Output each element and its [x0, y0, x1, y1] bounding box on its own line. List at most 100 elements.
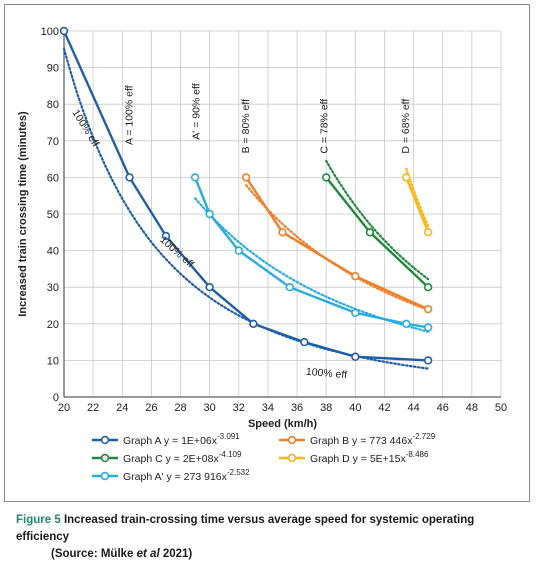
data-point-a: [59, 26, 69, 36]
legend-swatch-marker: [100, 471, 110, 481]
legend-label: Graph B y = 773 446x-2.729: [310, 432, 436, 447]
data-point-a: [300, 337, 309, 347]
figure-number: Figure 5: [16, 514, 61, 526]
y-tick-label: 0: [53, 392, 59, 404]
trend-line-a: [62, 47, 430, 370]
y-axis-label: Increased train crossing time (minutes): [17, 111, 29, 317]
y-tick-label: 90: [47, 63, 59, 75]
legend-equation: y = 773 446x: [352, 435, 413, 447]
x-tick-label: 32: [233, 402, 245, 414]
data-point-a_prime: [205, 209, 214, 219]
annotation-label: 100% eff: [305, 366, 347, 382]
trend-line-d: [405, 167, 430, 227]
data-point-a_prime: [423, 323, 433, 332]
data-point-b: [241, 173, 251, 182]
caption-source: (Source: Mülke et al 2021): [16, 546, 528, 563]
legend-exponent: -8.486: [406, 450, 429, 459]
x-tick-label: 42: [378, 402, 390, 414]
caption-text: Increased train-crossing time versus ave…: [16, 514, 475, 543]
data-point-a: [351, 352, 360, 361]
x-tick-label: 28: [174, 402, 186, 414]
legend-equation: y = 2E+08x: [166, 453, 220, 465]
legend-equation: y = 1E+06x: [164, 435, 218, 447]
legend-swatch-marker: [100, 435, 110, 445]
y-tick-label: 60: [47, 172, 59, 184]
y-tick-label: 40: [47, 246, 59, 258]
x-tick-label: 40: [349, 402, 361, 414]
legend: Graph A y = 1E+06x-3.091 Graph A' y = 273…: [92, 432, 436, 483]
legend-equation: y = 273 916x: [166, 471, 227, 483]
annotation-label: A = 100% eff: [123, 85, 135, 145]
y-tick-label: 80: [47, 99, 59, 111]
legend-label: Graph A y = 1E+06x-3.091: [123, 432, 240, 447]
data-point-a: [423, 356, 433, 365]
x-tick-label: 22: [87, 402, 99, 414]
legend-exponent: -4.109: [219, 450, 242, 459]
trend-line-b: [245, 184, 430, 311]
source-etal: et al: [136, 548, 160, 560]
legend-series-name: Graph B: [310, 435, 349, 447]
annotations: 100% eff A = 100% eff 100% eff 100% eff A' =…: [69, 83, 412, 381]
x-tick-label: 20: [58, 402, 70, 414]
legend-series-name: Graph A: [123, 435, 162, 447]
x-tick-label: 50: [495, 402, 507, 414]
source-suffix: 2021): [159, 548, 193, 560]
legend-swatch-marker: [287, 453, 297, 463]
data-point-c: [423, 283, 433, 292]
legend-series-name: Graph D: [310, 453, 350, 465]
data-point-b: [423, 304, 433, 314]
annotation-label: B = 80% eff: [240, 99, 252, 153]
series-line-a: [62, 30, 429, 362]
x-tick-label: 38: [320, 402, 332, 414]
data-point-a_prime: [351, 308, 360, 318]
annotation-label: D = 68% eff: [400, 99, 412, 154]
y-tick-label: 30: [47, 282, 59, 294]
series-lines: [59, 26, 433, 365]
x-axis-label: Speed (km/h): [248, 418, 317, 430]
legend-label: Graph A' y = 273 916x-2.532: [123, 468, 250, 483]
x-tick-label: 34: [262, 402, 274, 414]
legend-item-a_prime: Graph A' y = 273 916x-2.532: [92, 468, 250, 483]
x-tick-label: 44: [407, 402, 419, 414]
y-tick-label: 70: [47, 136, 59, 148]
data-point-b: [351, 272, 360, 281]
legend-exponent: -2.532: [227, 468, 250, 477]
annotation-label: A' = 90% eff: [190, 83, 202, 139]
legend-item-d: Graph D y = 5E+15x-8.486: [279, 450, 429, 465]
legend-exponent: -2.729: [412, 432, 435, 441]
series-line-b: [245, 176, 429, 311]
legend-item-b: Graph B y = 773 446x-2.729: [279, 432, 436, 447]
data-point-d: [423, 228, 433, 237]
x-tick-label: 46: [437, 402, 449, 414]
trend-lines: [62, 47, 430, 370]
legend-equation: y = 5E+15x: [353, 453, 407, 465]
data-point-a: [125, 173, 134, 182]
legend-item-c: Graph C y = 2E+08x-4.109: [92, 450, 242, 465]
trend-line-a_prime: [194, 197, 430, 333]
data-point-a: [249, 319, 258, 328]
trend-line-c: [325, 159, 430, 281]
y-tick-label: 50: [47, 209, 59, 221]
x-tick-label: 36: [291, 402, 303, 414]
y-tick-label: 20: [47, 319, 59, 331]
data-point-a: [161, 231, 171, 241]
y-tick-label: 100: [41, 26, 59, 38]
y-tick-label: 10: [47, 355, 59, 367]
data-point-c: [322, 173, 331, 182]
data-point-a: [205, 283, 214, 292]
tick-labels: 20 22 24 26 28 30 32 34 36 38 40 42 44 46 48 50 0 10 20 30 4…: [41, 26, 507, 414]
source-prefix: (Source: Mülke: [51, 548, 137, 560]
legend-series-name: Graph A': [123, 471, 164, 483]
data-point-a_prime: [190, 173, 200, 182]
legend-exponent: -3.091: [217, 432, 240, 441]
annotation-label: 100% eff: [157, 234, 196, 271]
x-tick-label: 26: [145, 402, 157, 414]
data-point-c: [365, 228, 375, 237]
x-tick-label: 30: [204, 402, 216, 414]
data-point-d: [402, 173, 411, 182]
x-tick-label: 24: [116, 402, 128, 414]
legend-item-a: Graph A y = 1E+06x-3.091: [92, 432, 240, 447]
annotation-label: 100% eff: [69, 108, 101, 149]
data-point-a_prime: [402, 319, 411, 328]
series-line-d: [405, 176, 430, 233]
